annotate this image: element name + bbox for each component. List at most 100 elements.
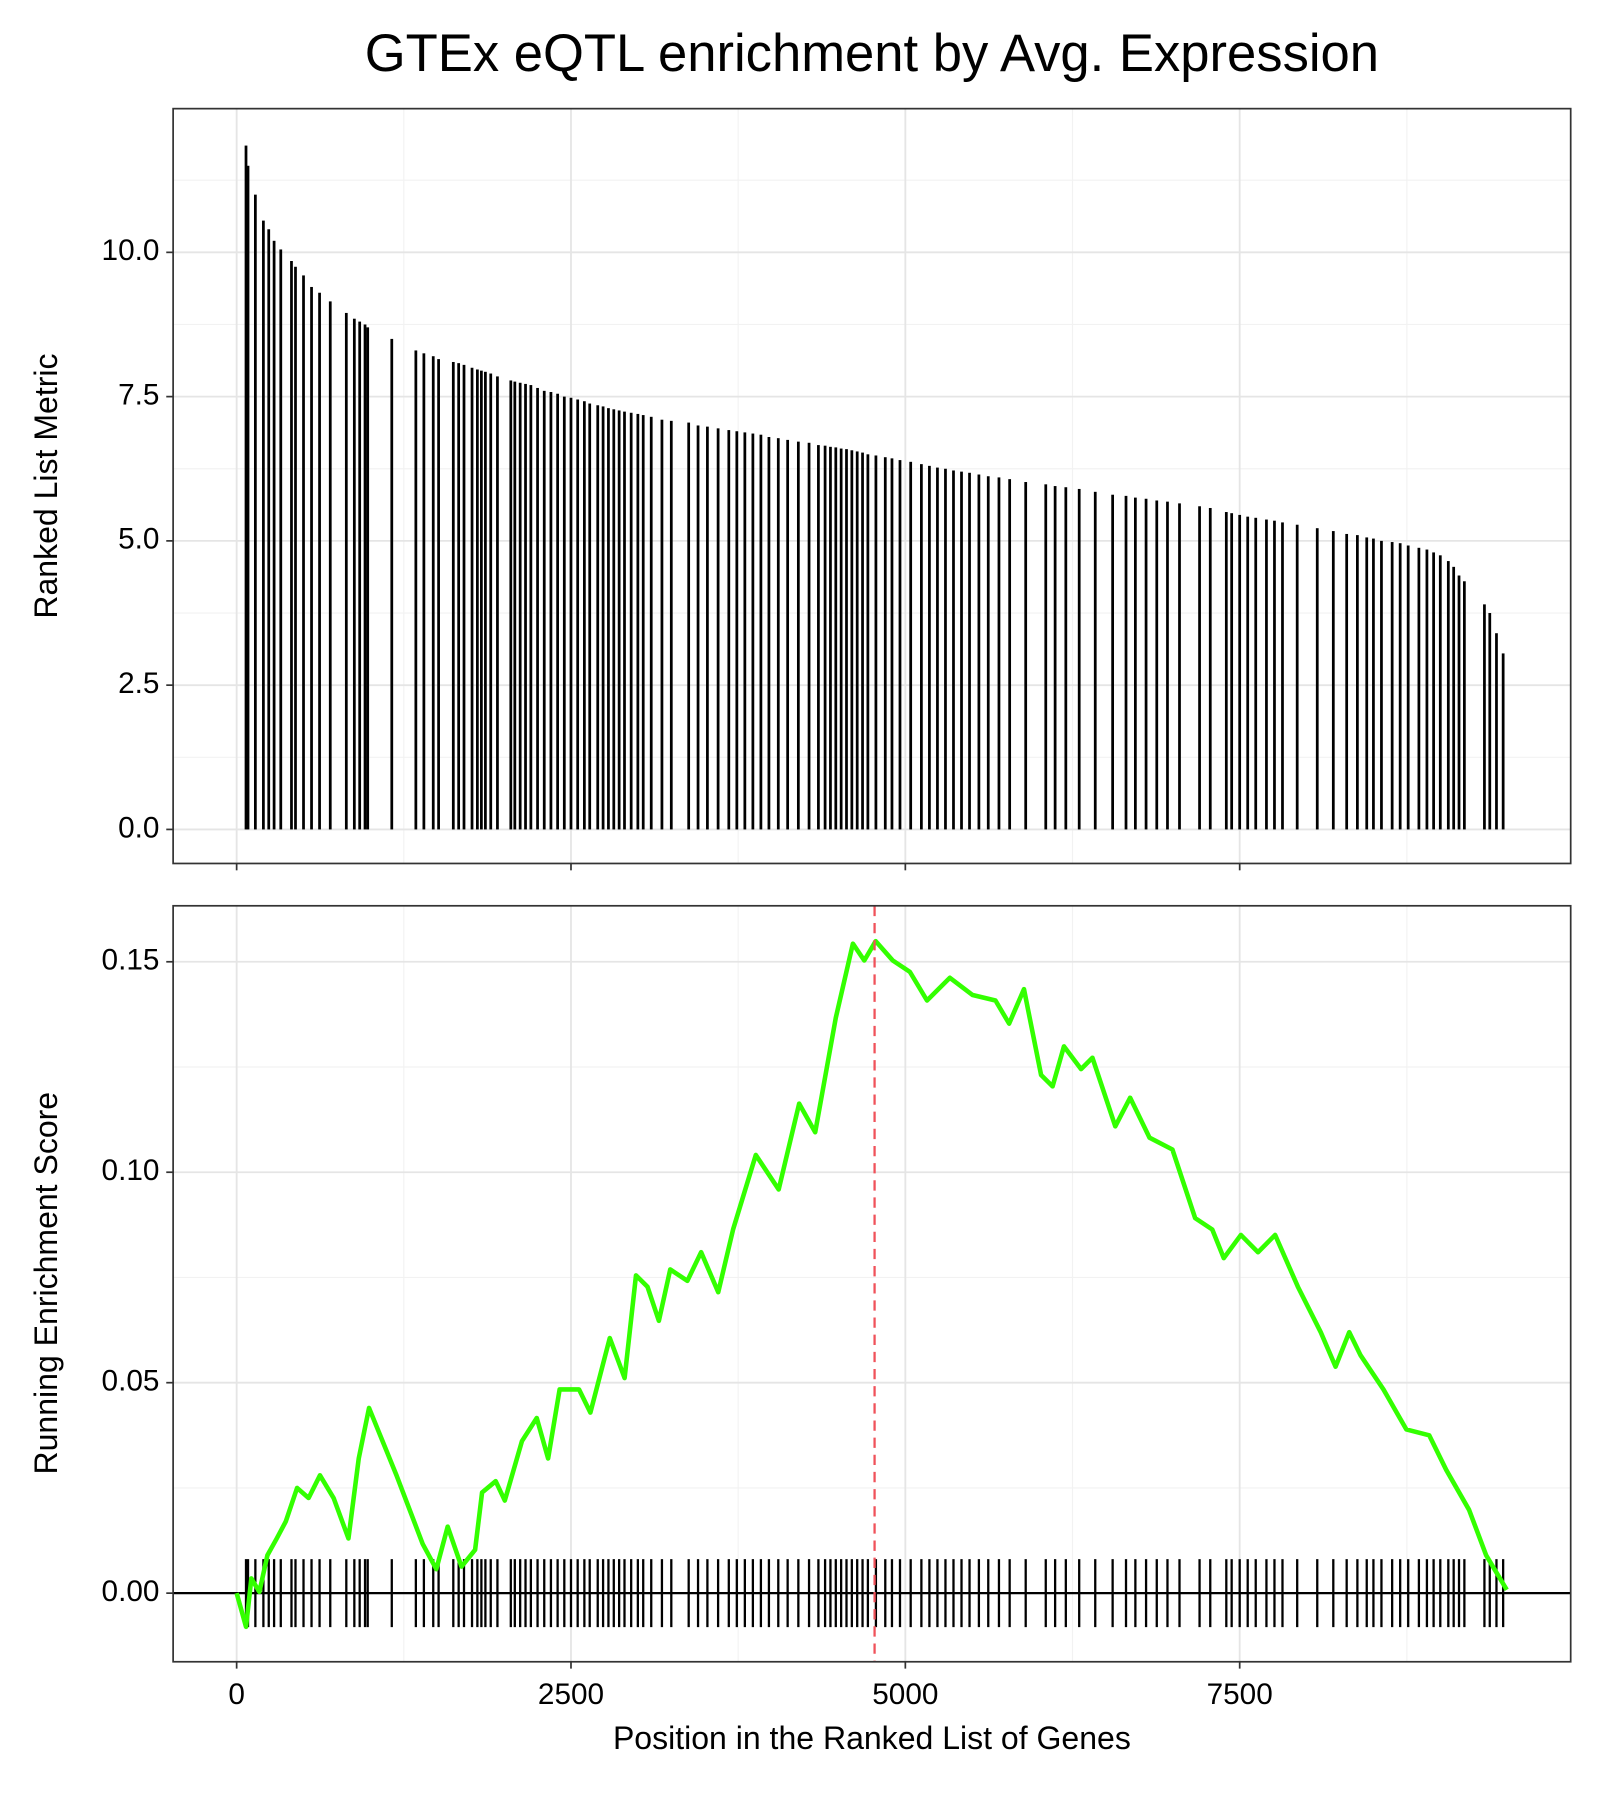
bar (253, 194, 257, 830)
bar (246, 165, 250, 830)
bar (629, 412, 633, 830)
bar (518, 382, 522, 830)
y-tick-label: 0.05 (102, 1365, 160, 1398)
bar (1295, 524, 1299, 830)
bar (727, 430, 731, 830)
bar (968, 472, 971, 830)
bar (1406, 545, 1410, 830)
bar (669, 420, 673, 830)
bar (470, 367, 474, 830)
bar (1425, 549, 1429, 830)
bar (462, 364, 466, 830)
bar (366, 327, 370, 830)
bar (549, 391, 553, 830)
bar (1488, 613, 1492, 830)
bar (845, 449, 848, 830)
panel-border (172, 904, 1572, 1663)
bar (960, 471, 963, 830)
bar (716, 428, 720, 830)
bar (1008, 479, 1012, 830)
bar (706, 426, 709, 830)
bar (696, 425, 700, 830)
bar (612, 409, 616, 830)
bar (944, 468, 947, 830)
bar (1438, 555, 1442, 830)
bar (735, 431, 739, 830)
bar (687, 422, 691, 830)
bar (767, 437, 771, 830)
bar (1495, 633, 1498, 830)
bar (617, 410, 621, 830)
x-tick-label: 5000 (872, 1678, 938, 1711)
bar (607, 408, 610, 830)
bar (1265, 519, 1268, 830)
bar (898, 460, 902, 830)
bar (318, 292, 321, 830)
y-axis-title: Ranked List Metric (28, 353, 64, 618)
bar (529, 385, 533, 830)
bar (390, 338, 394, 830)
bar (1501, 653, 1505, 830)
bar (328, 301, 332, 830)
bar (352, 318, 356, 830)
bar (562, 396, 566, 830)
bar (823, 445, 827, 830)
bar (244, 145, 248, 830)
bar (576, 399, 580, 830)
bar (480, 370, 483, 830)
bar (1053, 486, 1057, 830)
bar (290, 260, 293, 830)
bar (1398, 543, 1402, 830)
bar (1044, 484, 1048, 830)
bar (1417, 547, 1421, 830)
bar (1155, 500, 1159, 830)
bar (509, 380, 513, 830)
bar (556, 393, 559, 830)
bar (262, 220, 265, 830)
bar (414, 350, 418, 830)
bar (358, 321, 362, 830)
bar (977, 474, 981, 830)
bar (596, 405, 600, 830)
bar (776, 438, 780, 830)
bar (1380, 540, 1383, 830)
bar (890, 458, 894, 830)
bar (1483, 604, 1486, 830)
bar (928, 465, 931, 830)
bar (310, 286, 313, 830)
bar (1315, 528, 1319, 830)
bar (817, 445, 820, 830)
bar (272, 240, 276, 830)
bar (1246, 516, 1250, 830)
bar (422, 353, 426, 830)
bar (649, 416, 653, 830)
bar (476, 369, 479, 830)
bar (1446, 561, 1450, 830)
bar (1238, 514, 1242, 830)
bar (1432, 552, 1435, 830)
bar (363, 324, 367, 830)
bar (874, 455, 878, 830)
bar (883, 457, 887, 830)
bar (542, 390, 546, 830)
bar (484, 371, 487, 830)
x-tick-label: 2500 (538, 1678, 604, 1711)
bar (344, 312, 348, 830)
bar (513, 381, 517, 830)
bar (489, 373, 493, 830)
bar (997, 477, 1001, 830)
enrichment-line (234, 938, 1509, 1630)
bar (850, 450, 854, 830)
bar (861, 452, 864, 830)
bar (588, 403, 592, 830)
bar (1198, 506, 1201, 830)
bar (1124, 495, 1128, 830)
bar (1144, 498, 1148, 830)
bar (759, 434, 763, 830)
bar (1178, 503, 1181, 830)
bar (524, 383, 527, 830)
bar (1024, 482, 1028, 830)
bar (623, 411, 626, 830)
y-tick-label: 0.00 (102, 1575, 160, 1608)
